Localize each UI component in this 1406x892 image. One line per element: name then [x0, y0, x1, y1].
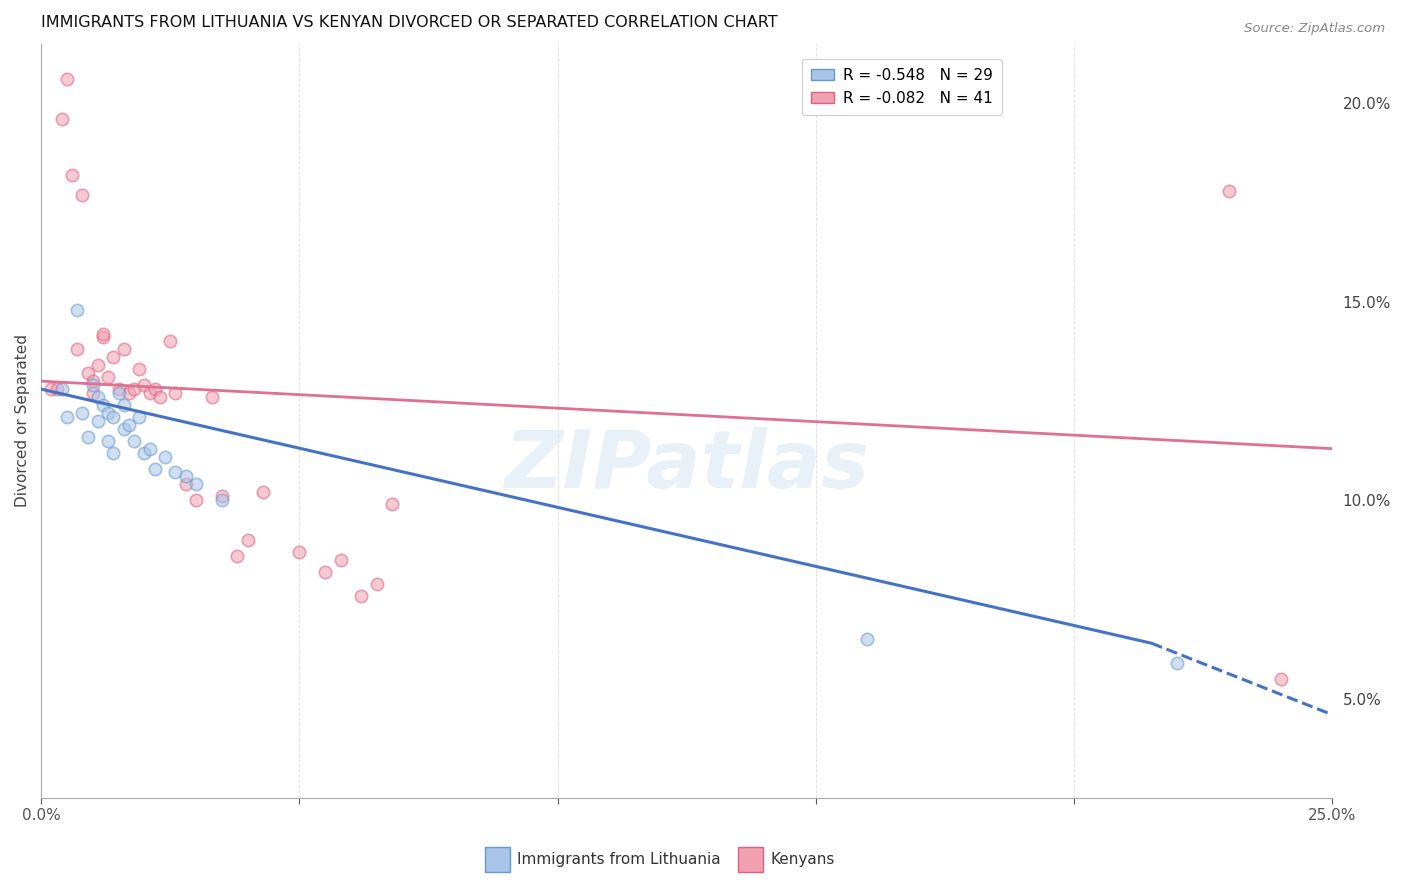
Point: [76, 366, 98, 380]
Point: [134, 445, 156, 459]
Point: [112, 398, 135, 412]
Point: [288, 545, 311, 559]
Text: Kenyans: Kenyans: [770, 853, 835, 867]
Point: [153, 450, 176, 464]
Point: [128, 409, 150, 424]
Point: [174, 469, 197, 483]
Point: [165, 466, 187, 480]
Point: [329, 553, 352, 567]
Point: [184, 477, 207, 491]
Point: [107, 382, 129, 396]
Point: [51, 382, 73, 396]
Point: [66, 343, 89, 357]
Point: [91, 330, 114, 344]
Point: [350, 589, 373, 603]
Point: [87, 359, 110, 373]
Point: [1218, 184, 1240, 198]
Point: [184, 493, 207, 508]
Point: [103, 409, 125, 424]
Point: [112, 422, 135, 436]
Point: [112, 343, 135, 357]
Point: [91, 398, 114, 412]
Point: [66, 302, 89, 317]
Point: [87, 390, 110, 404]
Point: [143, 382, 166, 396]
Point: [87, 414, 110, 428]
Point: [97, 370, 120, 384]
Point: [1270, 672, 1292, 686]
Text: IMMIGRANTS FROM LITHUANIA VS KENYAN DIVORCED OR SEPARATED CORRELATION CHART: IMMIGRANTS FROM LITHUANIA VS KENYAN DIVO…: [41, 15, 778, 30]
Point: [226, 549, 249, 563]
Point: [128, 362, 150, 376]
Point: [159, 334, 181, 349]
Point: [236, 533, 259, 547]
Point: [252, 485, 274, 500]
Point: [82, 378, 104, 392]
Point: [97, 434, 120, 448]
Point: [45, 382, 67, 396]
Point: [1166, 656, 1188, 670]
Point: [56, 409, 79, 424]
Point: [143, 461, 166, 475]
Point: [122, 382, 145, 396]
Point: [122, 434, 145, 448]
Point: [138, 386, 160, 401]
Point: [134, 378, 156, 392]
Point: [72, 187, 94, 202]
Point: [91, 326, 114, 341]
Point: [60, 168, 83, 182]
Text: Source: ZipAtlas.com: Source: ZipAtlas.com: [1244, 22, 1385, 36]
Point: [72, 406, 94, 420]
Point: [56, 72, 79, 87]
Point: [314, 565, 336, 579]
Point: [118, 417, 141, 432]
Text: ZIPatlas: ZIPatlas: [505, 427, 869, 505]
Point: [366, 576, 388, 591]
Point: [103, 445, 125, 459]
Point: [856, 632, 879, 647]
Text: Immigrants from Lithuania: Immigrants from Lithuania: [517, 853, 721, 867]
Point: [174, 477, 197, 491]
Point: [51, 112, 73, 127]
Point: [82, 386, 104, 401]
Point: [165, 386, 187, 401]
Point: [41, 382, 63, 396]
Point: [149, 390, 172, 404]
Point: [82, 374, 104, 388]
Point: [211, 489, 233, 503]
Legend: R = -0.548   N = 29, R = -0.082   N = 41: R = -0.548 N = 29, R = -0.082 N = 41: [801, 59, 1002, 115]
Point: [200, 390, 222, 404]
Point: [76, 430, 98, 444]
Point: [97, 406, 120, 420]
Point: [118, 386, 141, 401]
Y-axis label: Divorced or Separated: Divorced or Separated: [15, 334, 30, 508]
Point: [381, 497, 404, 511]
Point: [107, 386, 129, 401]
Point: [103, 351, 125, 365]
Point: [138, 442, 160, 456]
Point: [211, 493, 233, 508]
